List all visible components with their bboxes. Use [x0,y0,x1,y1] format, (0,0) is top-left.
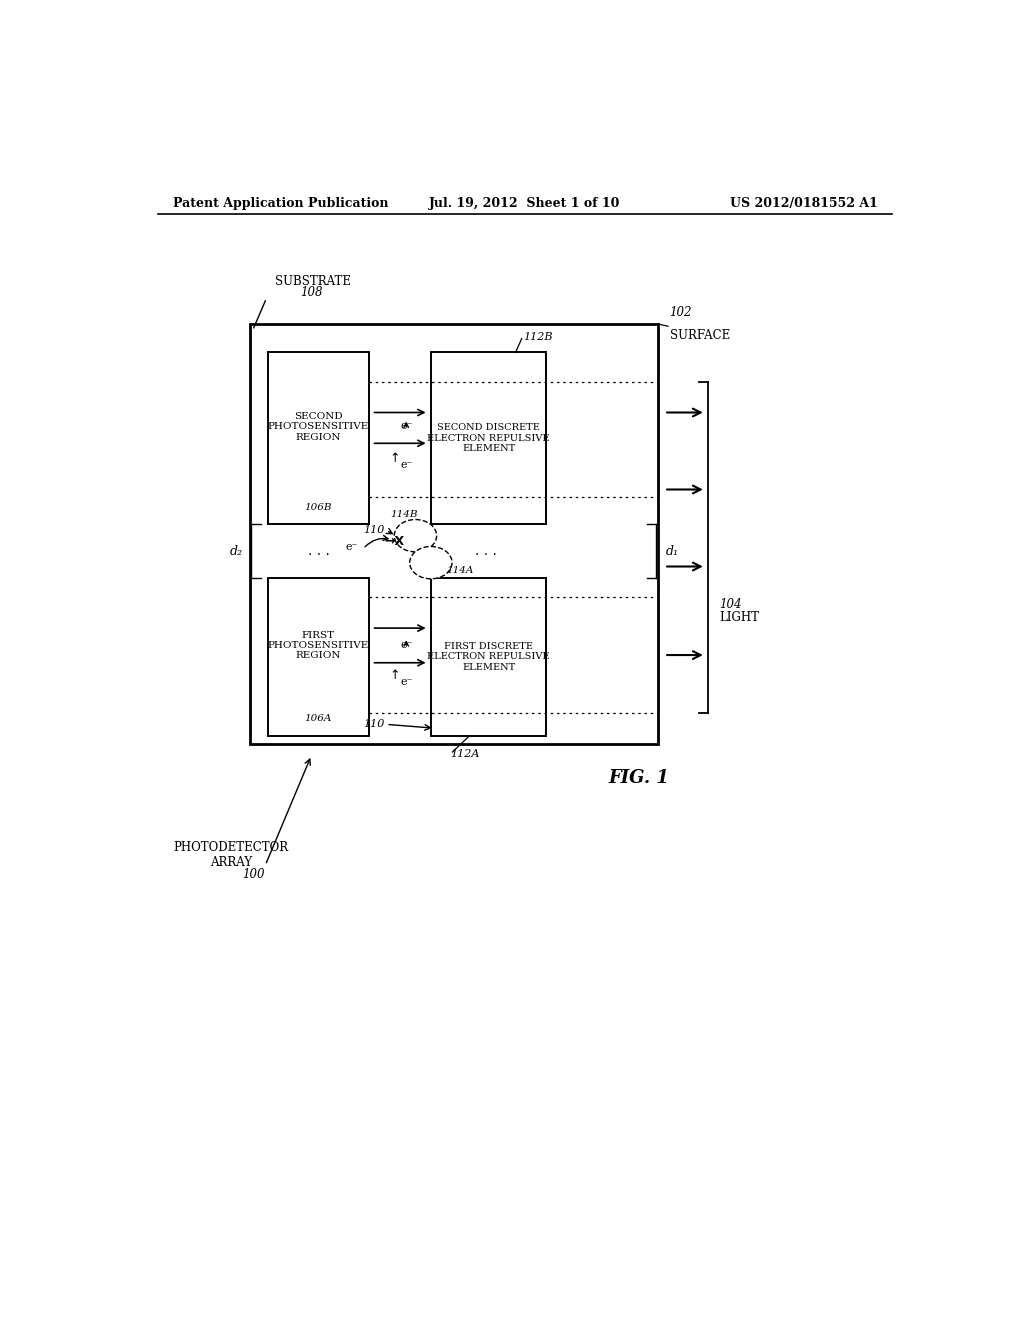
Text: ↑: ↑ [389,453,400,465]
Text: e⁻: e⁻ [345,543,357,552]
Text: 112B: 112B [523,333,553,342]
Text: →X: →X [385,536,404,548]
Text: 114B: 114B [390,510,418,519]
Text: FIG. 1: FIG. 1 [608,770,670,787]
Text: d₁: d₁ [666,545,678,557]
Bar [431,352,547,524]
Text: 106A: 106A [305,714,332,723]
Bar [267,578,370,737]
Bar [267,352,370,524]
Text: 100: 100 [243,869,265,880]
Text: 102: 102 [670,305,692,318]
Text: e⁻: e⁻ [400,459,413,470]
Text: 114A: 114A [446,566,474,574]
Text: ↑: ↑ [389,669,400,682]
Text: SURFACE: SURFACE [670,330,730,342]
Text: . . .: . . . [308,544,330,558]
Text: LIGHT: LIGHT [720,611,760,624]
Text: 110: 110 [364,719,385,730]
Text: FIRST DISCRETE
ELECTRON REPULSIVE
ELEMENT: FIRST DISCRETE ELECTRON REPULSIVE ELEMEN… [427,642,550,672]
Ellipse shape [410,546,452,578]
Text: SECOND
PHOTOSENSITIVE
REGION: SECOND PHOTOSENSITIVE REGION [268,412,369,442]
Text: Jul. 19, 2012  Sheet 1 of 10: Jul. 19, 2012 Sheet 1 of 10 [429,197,621,210]
Text: 104: 104 [720,598,742,611]
Text: SECOND DISCRETE
ELECTRON REPULSIVE
ELEMENT: SECOND DISCRETE ELECTRON REPULSIVE ELEME… [427,424,550,453]
Text: SUBSTRATE: SUBSTRATE [275,275,351,288]
Text: . . .: . . . [475,544,498,558]
Bar [250,323,658,743]
Text: 110: 110 [364,525,385,536]
Text: d₂: d₂ [229,545,243,557]
Text: FIRST
PHOTOSENSITIVE
REGION: FIRST PHOTOSENSITIVE REGION [268,631,369,660]
Text: PHOTODETECTOR
ARRAY: PHOTODETECTOR ARRAY [173,841,288,870]
Ellipse shape [394,520,436,552]
Text: US 2012/0181552 A1: US 2012/0181552 A1 [729,197,878,210]
Text: 106B: 106B [305,503,332,512]
Text: 112A: 112A [451,748,479,759]
Bar [431,578,547,737]
Text: e⁻: e⁻ [400,421,413,432]
Text: e⁻: e⁻ [400,677,413,686]
Text: 108: 108 [300,286,323,300]
Text: Patent Application Publication: Patent Application Publication [173,197,388,210]
Text: e⁻: e⁻ [400,640,413,649]
